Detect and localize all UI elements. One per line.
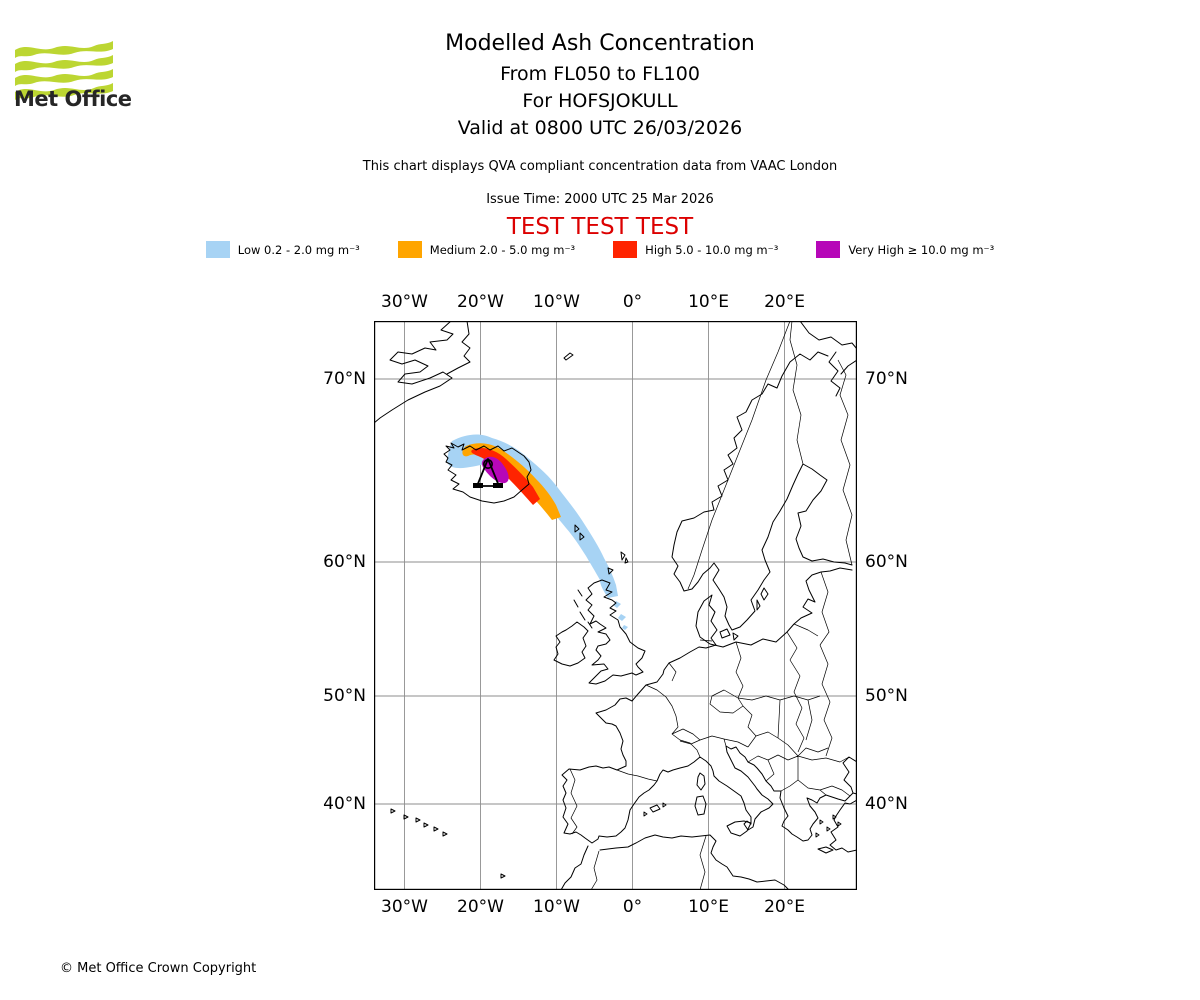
legend-item-low: Low 0.2 - 2.0 mg m⁻³ <box>205 241 360 258</box>
coast-sicily <box>726 820 752 837</box>
test-banner: TEST TEST TEST <box>506 214 694 240</box>
issue-time: Issue Time: 2000 UTC 25 Mar 2026 <box>486 192 714 207</box>
y-tick-right: 40°N <box>865 794 908 814</box>
country-borders <box>569 321 853 890</box>
x-tick-top: 20°W <box>457 292 504 312</box>
ash-plume-very-high <box>481 456 509 484</box>
logo-waves-icon <box>15 41 113 100</box>
legend-swatch-high-icon <box>613 241 638 258</box>
legend-item-high: High 5.0 - 10.0 mg m⁻³ <box>613 241 778 258</box>
coast-continental-europe <box>561 644 857 844</box>
x-tick-top: 10°E <box>688 292 729 312</box>
coast-black-sea <box>842 756 857 794</box>
coast-turkey-west <box>829 799 857 853</box>
legend-label-high: High 5.0 - 10.0 mg m⁻³ <box>645 242 779 257</box>
copyright-notice: © Met Office Crown Copyright <box>60 961 257 976</box>
coast-scandinavia <box>671 351 853 631</box>
met-office-logo <box>15 41 113 100</box>
y-tick-left: 70°N <box>323 369 366 389</box>
europe-map <box>374 321 857 890</box>
y-tick-right: 70°N <box>865 369 908 389</box>
coast-danish-islands <box>719 628 739 641</box>
coast-greenland-east <box>446 321 471 375</box>
coast-azores-madeira <box>390 808 506 879</box>
coast-jan-mayen <box>563 352 574 361</box>
legend-item-very-high: Very High ≥ 10.0 mg m⁻³ <box>816 241 994 258</box>
concentration-legend: Low 0.2 - 2.0 mg m⁻³ Medium 2.0 - 5.0 mg… <box>0 241 1200 258</box>
subtitle-volcano: For HOFSJOKULL <box>522 90 678 112</box>
y-tick-right: 50°N <box>865 686 908 706</box>
x-tick-bottom: 20°E <box>764 897 805 917</box>
coast-ireland <box>553 621 589 667</box>
legend-label-low: Low 0.2 - 2.0 mg m⁻³ <box>237 242 360 257</box>
coast-kola <box>799 321 857 397</box>
coast-iceland <box>443 442 532 504</box>
coast-great-britain <box>585 579 646 685</box>
legend-label-medium: Medium 2.0 - 5.0 mg m⁻³ <box>429 242 576 257</box>
x-tick-top: 10°W <box>533 292 580 312</box>
qva-note: This chart displays QVA compliant concen… <box>362 159 838 174</box>
coast-north-africa-med <box>599 834 790 890</box>
legend-label-very-high: Very High ≥ 10.0 mg m⁻³ <box>848 242 995 257</box>
coast-faroe-islands <box>574 524 585 541</box>
x-tick-bottom: 10°W <box>533 897 580 917</box>
ash-plume-high <box>471 448 540 505</box>
map-frame <box>374 321 857 890</box>
y-tick-left: 40°N <box>323 794 366 814</box>
legend-swatch-medium-icon <box>397 241 422 258</box>
ash-plume-low <box>446 434 628 630</box>
coast-crete-aegean <box>815 814 842 854</box>
coast-greenland <box>374 321 454 424</box>
coast-sardinia <box>694 795 707 816</box>
x-tick-bottom: 0° <box>622 897 643 917</box>
y-tick-left: 50°N <box>323 686 366 706</box>
subtitle-flight-levels: From FL050 to FL100 <box>500 63 700 85</box>
y-tick-right: 60°N <box>865 552 908 572</box>
coast-corsica <box>696 772 706 791</box>
x-tick-bottom: 10°E <box>688 897 729 917</box>
coast-baltic-south <box>695 567 853 648</box>
volcano-marker-icon <box>473 458 503 488</box>
page-title: Modelled Ash Concentration <box>445 31 755 56</box>
legend-swatch-very-high-icon <box>816 241 841 258</box>
coast-north-africa-atlantic <box>560 845 589 890</box>
met-office-logo-text: Met Office <box>14 87 132 111</box>
x-tick-top: 30°W <box>381 292 428 312</box>
subtitle-valid-time: Valid at 0800 UTC 26/03/2026 <box>457 117 743 139</box>
legend-swatch-low-icon <box>205 241 230 258</box>
y-tick-left: 60°N <box>323 552 366 572</box>
x-tick-bottom: 30°W <box>381 897 428 917</box>
x-tick-top: 20°E <box>764 292 805 312</box>
x-tick-bottom: 20°W <box>457 897 504 917</box>
legend-item-medium: Medium 2.0 - 5.0 mg m⁻³ <box>397 241 576 258</box>
coast-shetland <box>620 551 629 564</box>
coast-orkney <box>607 567 614 575</box>
map-gridlines <box>374 321 857 890</box>
coast-hebrides <box>573 589 593 629</box>
coast-balearics <box>643 802 667 817</box>
ash-plume <box>446 434 628 630</box>
x-tick-top: 0° <box>622 292 643 312</box>
coast-gotland <box>756 587 769 611</box>
